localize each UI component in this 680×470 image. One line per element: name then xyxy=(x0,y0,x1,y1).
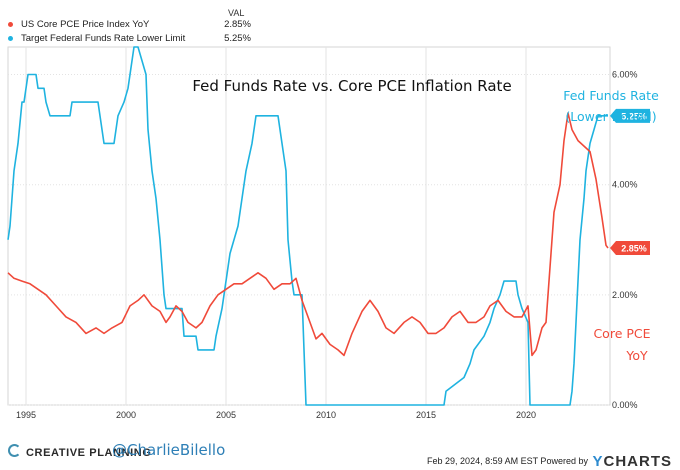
legend-item-name: US Core PCE Price Index YoY xyxy=(21,19,150,30)
y-tick-label: 0.00% xyxy=(612,400,638,410)
logo-mark-icon xyxy=(8,444,21,457)
pce-end-label: 2.85% xyxy=(610,241,650,256)
x-tick-label: 2015 xyxy=(416,410,436,420)
chart-series xyxy=(7,46,609,406)
fed-end-label-shape xyxy=(610,108,650,123)
y-tick-label: 4.00% xyxy=(612,180,638,190)
fed-annotation-line2: (Lower Bound) xyxy=(565,109,656,124)
core-pce-line xyxy=(7,112,609,357)
footer-attribution: Feb 29, 2024, 8:59 AM EST Powered by YCH… xyxy=(427,453,672,470)
pce-end-label-shape xyxy=(610,241,650,256)
legend-header: VAL xyxy=(228,8,245,18)
x-tick-label: 1995 xyxy=(16,410,36,420)
plot-border xyxy=(7,46,611,406)
legend-item-name: Target Federal Funds Rate Lower Limit xyxy=(21,33,186,44)
y-tick-label: 6.00% xyxy=(612,70,638,80)
fed-annotation-line1: Fed Funds Rate xyxy=(563,88,659,103)
fed-end-label: 5.25% xyxy=(610,108,650,123)
x-tick-label: 2010 xyxy=(316,410,336,420)
pce-annotation-line2: YoY xyxy=(625,348,648,363)
x-tick-label: 2005 xyxy=(216,410,236,420)
footer-timestamp: Feb 29, 2024, 8:59 AM EST Powered by xyxy=(427,456,588,466)
chart-texts: 1995 2000 2005 2010 2015 2020 0.00% 2.00% 4.00% 6… xyxy=(16,70,659,420)
creative-planning-logo: CREATIVE PLANNING xyxy=(8,444,152,459)
chart-title: Fed Funds Rate vs. Core PCE Inflation Ra… xyxy=(192,77,511,95)
x-tick-label: 2000 xyxy=(116,410,136,420)
fed-end-label-text: 5.25% xyxy=(621,111,647,121)
pce-annotation-line1: Core PCE xyxy=(593,326,650,341)
y-tick-label: 2.00% xyxy=(612,290,638,300)
twitter-handle[interactable]: @CharlieBilello xyxy=(112,441,226,459)
legend-item-value: 5.25% xyxy=(224,33,251,44)
chart-grid xyxy=(7,46,611,406)
x-tick-label: 2020 xyxy=(516,410,536,420)
ycharts-logo[interactable]: YCHARTS xyxy=(592,453,672,470)
line-chart: 1995 2000 2005 2010 2015 2020 0.00% 2.00% 4.00% 6… xyxy=(7,46,659,420)
pce-end-label-text: 2.85% xyxy=(621,244,647,254)
pce-dot-icon xyxy=(8,22,13,27)
fed-dot-icon xyxy=(8,36,13,41)
legend-item-value: 2.85% xyxy=(224,19,251,30)
fed-funds-line xyxy=(7,46,608,406)
